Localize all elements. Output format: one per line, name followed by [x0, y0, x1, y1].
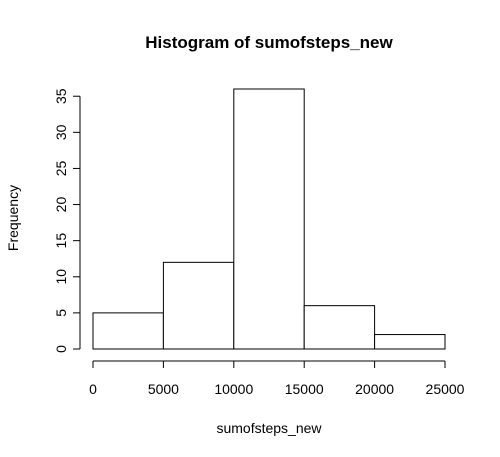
bars-group — [92, 88, 446, 350]
y-tick-label-3: 15 — [53, 233, 69, 249]
y-axis: 0 5 10 15 20 25 30 35 — [53, 88, 81, 353]
x-tick-label-0: 0 — [89, 381, 97, 397]
y-tick-label-2: 10 — [53, 269, 69, 285]
x-tick-label-4: 20000 — [355, 381, 394, 397]
histogram-bar-0 — [92, 312, 164, 350]
y-tick-label-5: 25 — [53, 160, 69, 176]
x-tick-label-3: 15000 — [285, 381, 324, 397]
histogram-bar-1 — [162, 261, 235, 350]
x-tick-label-2: 10000 — [214, 381, 253, 397]
y-tick-label-7: 35 — [53, 88, 69, 104]
histogram-bar-4 — [374, 334, 446, 350]
x-tick-label-5: 25000 — [426, 381, 465, 397]
y-tick-label-6: 30 — [53, 124, 69, 140]
x-axis-label: sumofsteps_new — [216, 420, 322, 436]
histogram-bar-3 — [303, 305, 376, 350]
histogram-bar-2 — [233, 88, 305, 350]
y-tick-label-0: 0 — [53, 345, 69, 353]
chart-title: Histogram of sumofsteps_new — [145, 33, 393, 52]
x-tick-label-1: 5000 — [148, 381, 179, 397]
y-axis-label: Frequency — [5, 185, 21, 251]
y-tick-label-4: 20 — [53, 197, 69, 213]
x-axis: 0 5000 10000 15000 20000 25000 — [89, 360, 465, 397]
y-tick-label-1: 5 — [53, 309, 69, 317]
